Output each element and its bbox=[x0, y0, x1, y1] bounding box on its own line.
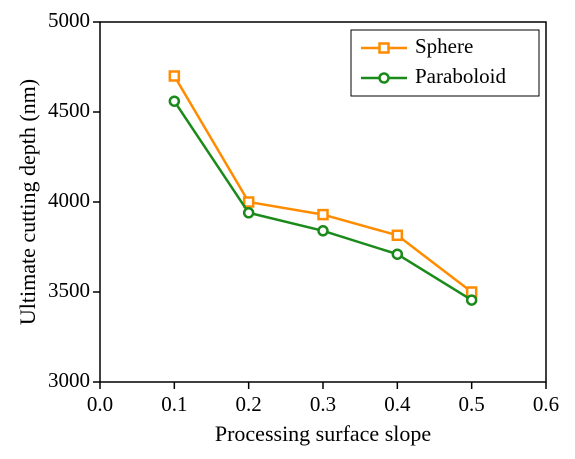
y-tick-label: 4500 bbox=[48, 98, 90, 122]
series-line bbox=[173, 100, 473, 302]
legend-label: Sphere bbox=[415, 34, 473, 58]
legend-label: Paraboloid bbox=[415, 64, 506, 88]
x-tick-label: 0.2 bbox=[236, 392, 262, 416]
x-tick-label: 0.1 bbox=[161, 392, 187, 416]
marker bbox=[465, 294, 478, 306]
y-tick-label: 5000 bbox=[48, 8, 90, 32]
y-tick-label: 3000 bbox=[48, 368, 90, 392]
y-axis-title: Ultimate cutting depth (nm) bbox=[15, 79, 40, 325]
marker bbox=[317, 225, 329, 237]
legend-marker bbox=[378, 42, 390, 54]
x-tick-label: 0.5 bbox=[459, 392, 485, 416]
legend-box bbox=[350, 29, 540, 97]
marker bbox=[317, 208, 329, 221]
marker bbox=[242, 196, 255, 208]
x-axis-title: Processing surface slope bbox=[215, 421, 431, 446]
x-tick-label: 0.6 bbox=[533, 392, 559, 416]
marker bbox=[242, 207, 255, 219]
marker bbox=[391, 229, 404, 242]
x-tick-label: 0.4 bbox=[384, 392, 411, 416]
marker bbox=[168, 95, 181, 107]
marker bbox=[168, 70, 181, 82]
x-tick-label: 0.3 bbox=[310, 392, 336, 416]
y-tick-label: 4000 bbox=[48, 188, 90, 212]
legend-marker bbox=[378, 72, 390, 84]
x-tick-label: 0.0 bbox=[87, 392, 113, 416]
y-tick-label: 3500 bbox=[48, 278, 90, 302]
marker bbox=[391, 248, 404, 260]
series-line bbox=[173, 75, 473, 293]
